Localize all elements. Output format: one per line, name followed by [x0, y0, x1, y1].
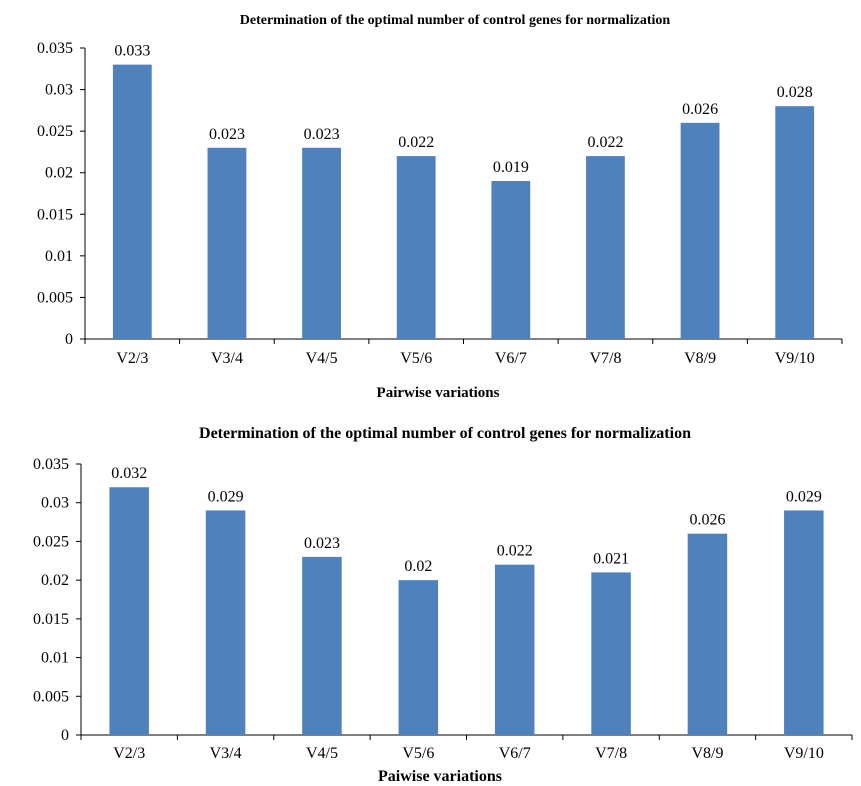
chart-top-svg: Determination of the optimal number of c…: [37, 13, 843, 400]
bar: [775, 106, 815, 339]
data-label: 0.032: [111, 465, 147, 482]
x-tick-label: V8/9: [684, 350, 716, 367]
y-tick-label: 0.015: [37, 206, 73, 223]
bar: [491, 181, 531, 339]
data-label: 0.029: [208, 488, 244, 505]
x-tick-label: V9/10: [784, 745, 824, 762]
x-tick-label: V5/6: [400, 350, 432, 367]
data-label: 0.022: [587, 134, 623, 151]
y-tick-label: 0.015: [33, 611, 69, 628]
x-tick-label: V2/3: [113, 745, 145, 762]
chart-bottom-svg: Determination of the optimal number of c…: [33, 425, 853, 785]
chart-bottom: Determination of the optimal number of c…: [0, 412, 861, 786]
x-tick-label: V3/4: [210, 745, 242, 762]
x-tick-label: V6/7: [499, 745, 531, 762]
bar: [398, 580, 439, 735]
bar: [302, 147, 341, 339]
data-label: 0.033: [114, 43, 150, 60]
x-tick-label: V7/8: [589, 350, 621, 367]
data-label: 0.022: [497, 543, 533, 560]
bar: [302, 556, 342, 735]
y-tick-label: 0.035: [37, 40, 73, 57]
bar: [687, 533, 728, 735]
data-label: 0.026: [682, 101, 718, 118]
y-tick-label: 0: [65, 331, 73, 348]
y-tick-label: 0.03: [45, 82, 73, 99]
x-tick-label: V3/4: [211, 350, 243, 367]
chart-top: Determination of the optimal number of c…: [37, 13, 843, 400]
data-label: 0.021: [593, 550, 629, 567]
y-tick-label: 0.005: [37, 289, 73, 306]
x-tick-label: V5/6: [402, 745, 434, 762]
y-tick-label: 0: [61, 727, 69, 744]
x-tick-label: V2/3: [116, 350, 148, 367]
data-label: 0.026: [689, 512, 725, 529]
y-tick-label: 0.01: [41, 650, 69, 667]
data-label: 0.023: [304, 126, 340, 143]
y-tick-label: 0.025: [33, 533, 69, 550]
x-tick-label: V4/5: [306, 745, 338, 762]
data-label: 0.023: [304, 535, 340, 552]
bar: [591, 572, 631, 735]
y-tick-label: 0.02: [41, 572, 69, 589]
y-tick-label: 0.035: [33, 456, 69, 473]
data-label: 0.028: [777, 84, 813, 101]
data-label: 0.019: [493, 159, 529, 176]
bar: [207, 147, 247, 339]
bar: [396, 156, 436, 339]
bar: [586, 156, 625, 339]
x-tick-label: V6/7: [495, 350, 527, 367]
bar: [680, 122, 720, 339]
x-tick-label: V8/9: [691, 745, 723, 762]
x-tick-label: V4/5: [306, 350, 338, 367]
bar: [784, 510, 824, 735]
x-tick-label: V7/8: [595, 745, 627, 762]
y-tick-label: 0.02: [45, 165, 73, 182]
bar: [112, 64, 152, 339]
bar: [494, 564, 535, 735]
x-tick-label: V9/10: [775, 350, 815, 367]
bar: [109, 487, 149, 735]
data-label: 0.029: [786, 488, 822, 505]
y-tick-label: 0.01: [45, 248, 73, 265]
x-axis-label: Paiwise variations: [378, 768, 502, 785]
y-tick-label: 0.005: [33, 688, 69, 705]
chart-title: Determination of the optimal number of c…: [240, 13, 671, 28]
data-label: 0.022: [398, 134, 434, 151]
bar: [205, 510, 246, 735]
chart-title: Determination of the optimal number of c…: [199, 425, 691, 442]
y-tick-label: 0.025: [37, 123, 73, 140]
data-label: 0.02: [404, 558, 432, 575]
y-tick-label: 0.03: [41, 495, 69, 512]
data-label: 0.023: [209, 126, 245, 143]
x-axis-label: Pairwise variations: [377, 385, 500, 400]
